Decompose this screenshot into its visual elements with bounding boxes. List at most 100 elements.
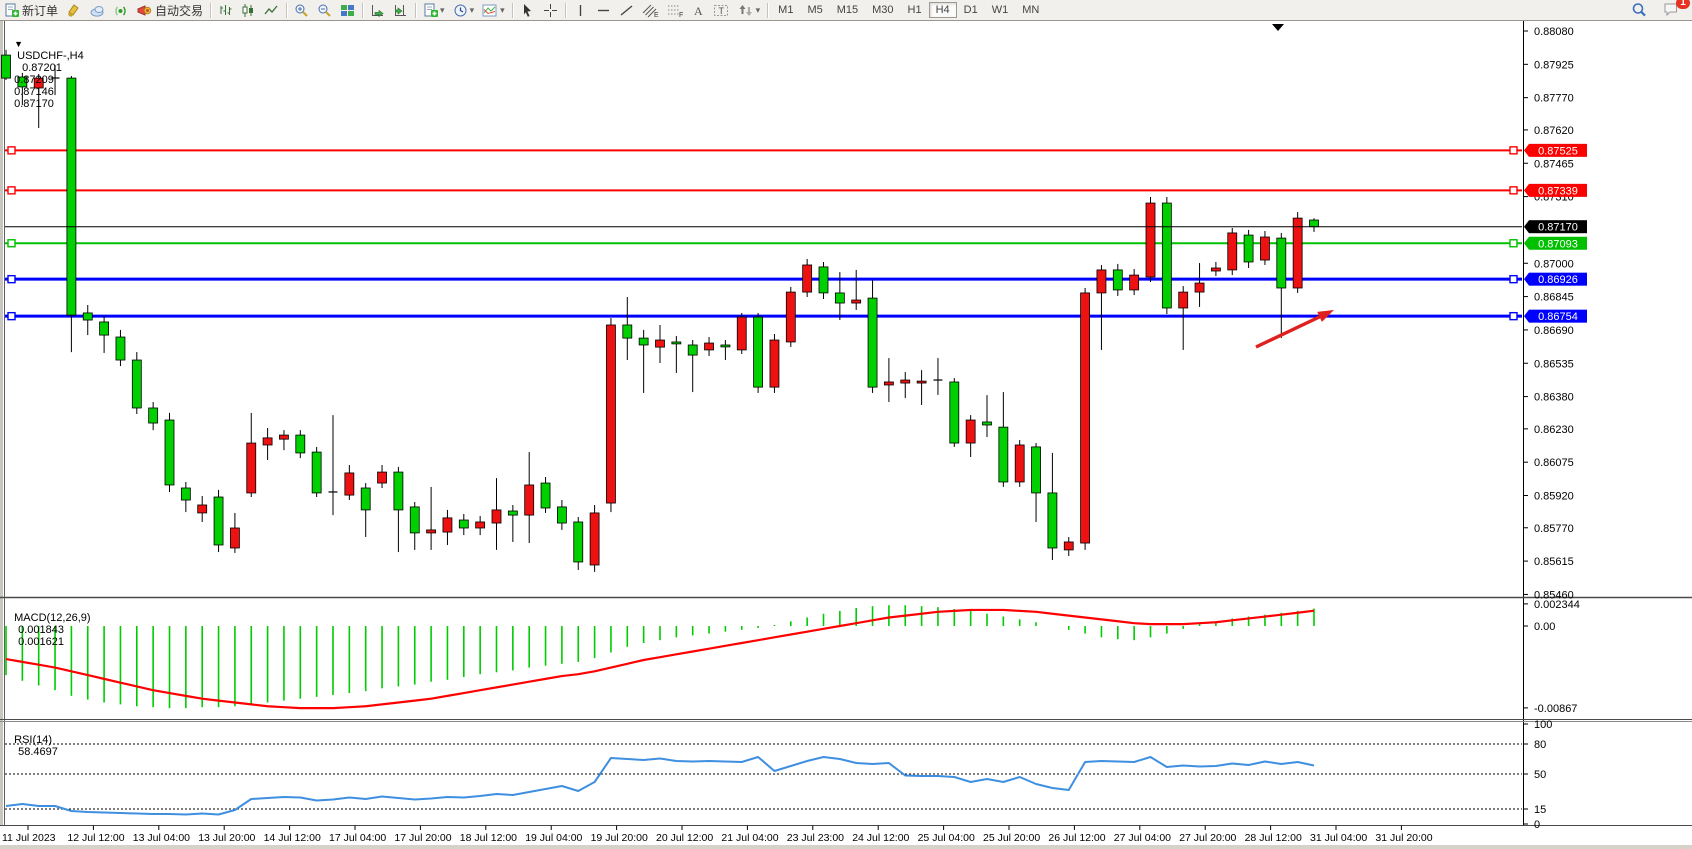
publish-button[interactable]: [85, 1, 109, 19]
candle: [1276, 232, 1287, 339]
candle: [982, 395, 992, 438]
chart-shift-button[interactable]: [389, 1, 412, 19]
level-line-0.87339[interactable]: [5, 186, 1522, 195]
cursor-icon: [520, 3, 535, 18]
level-line-0.86926[interactable]: [5, 274, 1522, 284]
timeframe-h1-button[interactable]: H1: [907, 4, 922, 16]
new-chart-button[interactable]: ▾: [419, 1, 449, 19]
time-axis: 11 Jul 2023 12 Jul 12:00 13 Jul 04:00 13 Ju…: [2, 825, 1433, 844]
search-button[interactable]: [1627, 1, 1651, 19]
line-handle[interactable]: [7, 274, 16, 284]
candle: [50, 64, 60, 96]
equidistant-channel-button[interactable]: E: [638, 1, 663, 19]
chevron-down-icon[interactable]: ▾: [440, 4, 445, 15]
zoom-out-button[interactable]: [313, 1, 336, 19]
candle: [1194, 263, 1205, 307]
text-label-button[interactable]: T: [709, 1, 734, 19]
fibonacci-button[interactable]: F: [663, 1, 688, 19]
line-handle[interactable]: [7, 239, 16, 248]
rsi-line: [5, 756, 1315, 816]
line-handle[interactable]: [7, 146, 16, 155]
candle-chart-button[interactable]: [237, 1, 260, 19]
level-line-0.86754[interactable]: [5, 311, 1522, 321]
styler-button[interactable]: [62, 1, 85, 19]
candle: [671, 335, 682, 373]
svg-text:17 Jul 20:00: 17 Jul 20:00: [394, 832, 451, 844]
tile-windows-button[interactable]: [336, 1, 359, 19]
svg-text:0.86754: 0.86754: [1538, 311, 1578, 323]
ohlc-open: 0.87201: [22, 62, 62, 74]
arrows-button[interactable]: ▾: [734, 1, 765, 19]
line-handle[interactable]: [1509, 274, 1518, 284]
macd-panel: [5, 605, 1315, 710]
candle: [328, 415, 338, 516]
svg-text:31 Jul 04:00: 31 Jul 04:00: [1310, 832, 1367, 844]
timeframe-h4-button[interactable]: H4: [928, 2, 957, 18]
chevron-down-icon[interactable]: ▾: [469, 4, 475, 15]
timeframe-m5-button[interactable]: M5: [807, 4, 823, 16]
svg-text:0.86535: 0.86535: [1534, 358, 1574, 370]
collapse-triangle-icon[interactable]: ▼: [14, 39, 24, 49]
svg-text:0.87170: 0.87170: [1538, 222, 1578, 234]
line-handle[interactable]: [1509, 239, 1518, 248]
cursor-button[interactable]: [516, 1, 539, 19]
timeframe-m30-button[interactable]: M30: [872, 4, 894, 16]
timeframe-m1-button[interactable]: M1: [778, 4, 794, 16]
line-handle[interactable]: [7, 186, 16, 195]
auto-trading-button[interactable]: 自动交易: [132, 1, 207, 19]
line-chart-button[interactable]: [260, 1, 283, 19]
candle: [867, 280, 878, 393]
zoom-in-button[interactable]: [290, 1, 313, 19]
horizontal-line-button[interactable]: [592, 1, 615, 19]
timeframe-m15-button[interactable]: M15: [836, 4, 859, 16]
toolbar: 新订单 自动交易 ▾ ▾ ▾ E F A T ▾ M1 M5 M15 M30 H1 H4 D1 W1 MN 1: [0, 0, 1692, 21]
candle: [965, 415, 976, 458]
arrow-annotation[interactable]: [1255, 310, 1334, 349]
candle: [540, 477, 551, 513]
svg-text:A: A: [694, 4, 703, 18]
candle: [360, 483, 371, 538]
text-button[interactable]: A: [688, 1, 709, 19]
candle: [409, 501, 420, 550]
candle: [507, 504, 518, 542]
crosshair-button[interactable]: [539, 1, 562, 19]
timeframe-mn-button[interactable]: MN: [1022, 4, 1040, 16]
svg-text:100: 100: [1534, 719, 1552, 731]
svg-text:19 Jul 04:00: 19 Jul 04:00: [525, 832, 582, 844]
templates-button[interactable]: ▾: [478, 1, 509, 19]
bar-chart-button[interactable]: [214, 1, 237, 19]
svg-text:-0.00867: -0.00867: [1534, 703, 1577, 715]
candle: [1063, 537, 1074, 556]
level-line-0.87525[interactable]: [5, 146, 1522, 155]
price-tag: 0.87525: [1524, 143, 1587, 157]
svg-text:0.87525: 0.87525: [1538, 145, 1578, 157]
svg-text:0.85615: 0.85615: [1534, 556, 1574, 568]
periods-button[interactable]: ▾: [449, 1, 479, 19]
line-handle[interactable]: [1509, 311, 1518, 321]
vertical-line-button[interactable]: [569, 1, 592, 19]
chat-button[interactable]: 1: [1659, 0, 1690, 19]
timeframe-w1-button[interactable]: W1: [991, 4, 1009, 16]
text-label-icon: T: [713, 3, 730, 18]
new-order-button-label: 新订单: [22, 3, 59, 18]
signals-button[interactable]: [109, 1, 132, 19]
candle: [491, 478, 502, 550]
svg-text:23 Jul 23:00: 23 Jul 23:00: [787, 832, 844, 844]
svg-text:0.85770: 0.85770: [1534, 523, 1574, 535]
candle: [736, 312, 747, 355]
chart-shift-marker[interactable]: [1272, 24, 1284, 31]
line-handle[interactable]: [1509, 186, 1518, 195]
candle: [1145, 197, 1156, 282]
trendline-button[interactable]: [615, 1, 638, 19]
chevron-down-icon[interactable]: ▾: [500, 4, 505, 15]
new-order-button[interactable]: 新订单: [0, 1, 62, 19]
timeframe-d1-button[interactable]: D1: [963, 4, 978, 16]
toolbar-separator: [210, 2, 212, 18]
line-handle[interactable]: [1509, 146, 1518, 155]
candle: [802, 258, 813, 298]
line-handle[interactable]: [7, 311, 16, 321]
svg-text:0.85460: 0.85460: [1534, 589, 1574, 601]
auto-scroll-button[interactable]: [366, 1, 389, 19]
chevron-down-icon[interactable]: ▾: [755, 4, 761, 15]
candle: [17, 72, 28, 105]
